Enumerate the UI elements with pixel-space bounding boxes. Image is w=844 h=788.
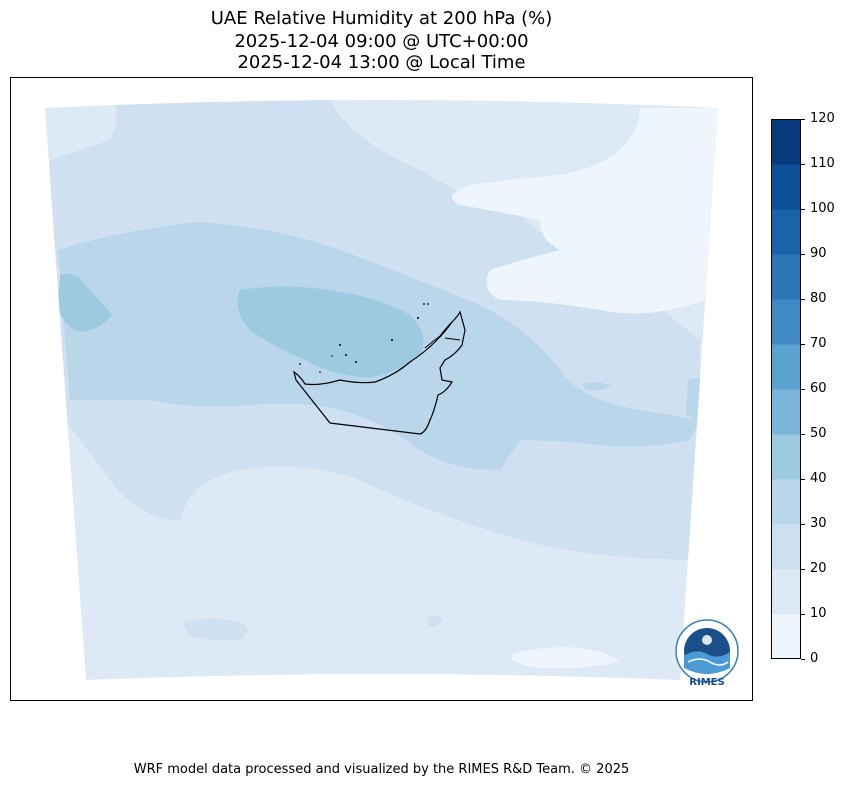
colorbar-segment — [771, 434, 801, 480]
colorbar-tick-mark — [801, 658, 805, 660]
humidity-band-20-30-south2 — [426, 615, 442, 627]
map-frame — [10, 77, 753, 701]
colorbar-segment — [771, 344, 801, 390]
humidity-band-40-50-west — [58, 273, 112, 332]
colorbar-segment — [771, 479, 801, 525]
colorbar-svg — [771, 119, 801, 660]
colorbar-tick-mark — [801, 568, 805, 570]
colorbar-tick-label: 30 — [810, 516, 827, 531]
colorbar-tick-mark — [801, 613, 805, 615]
footer-credit: WRF model data processed and visualized … — [133, 762, 630, 777]
colorbar-tick-label: 10 — [810, 606, 827, 621]
humidity-band-30-40-east — [582, 382, 612, 391]
colorbar-tick-mark — [801, 298, 805, 300]
colorbar-tick-mark — [801, 343, 805, 345]
valid-time-utc: 2025-12-04 09:00 @ UTC+00:00 — [234, 31, 529, 52]
colorbar-tick-label: 20 — [810, 561, 827, 576]
colorbar-segment — [771, 254, 801, 300]
colorbar-tick-label: 0 — [810, 651, 819, 666]
colorbar-tick-label: 60 — [810, 381, 827, 396]
colorbar-segment — [771, 569, 801, 615]
colorbar-tick-mark — [801, 478, 805, 480]
humidity-band-40-50 — [237, 286, 424, 378]
rimes-logo — [674, 618, 740, 690]
colorbar-tick-label: 80 — [810, 291, 827, 306]
colorbar-segment — [771, 299, 801, 345]
colorbar-segment — [771, 524, 801, 570]
colorbar-tick-mark — [801, 433, 805, 435]
colorbar-segment — [771, 209, 801, 255]
colorbar-tick-label: 90 — [810, 246, 827, 261]
colorbar-segment — [771, 389, 801, 435]
islands — [299, 303, 429, 373]
colorbar — [771, 119, 801, 660]
humidity-band-20-30-south — [182, 618, 248, 641]
colorbar-tick-label: 50 — [810, 426, 827, 441]
colorbar-tick-mark — [801, 118, 805, 120]
colorbar-segment — [771, 164, 801, 210]
oman-border — [424, 321, 461, 349]
colorbar-tick-mark — [801, 163, 805, 165]
colorbar-tick-label: 70 — [810, 336, 827, 351]
colorbar-tick-label: 110 — [810, 156, 835, 171]
valid-time-local: 2025-12-04 13:00 @ Local Time — [237, 52, 526, 73]
colorbar-tick-label: 100 — [810, 201, 835, 216]
colorbar-tick-label: 120 — [810, 111, 835, 126]
colorbar-tick-mark — [801, 388, 805, 390]
humidity-band-0-10-ne — [452, 108, 718, 314]
colorbar-tick-mark — [801, 253, 805, 255]
colorbar-tick-mark — [801, 523, 805, 525]
colorbar-segment — [771, 119, 801, 165]
chart-title: UAE Relative Humidity at 200 hPa (%) — [210, 8, 553, 29]
humidity-map — [45, 100, 718, 680]
rimes-logo-label: RIMES — [689, 677, 725, 688]
humidity-band-0-10-se — [510, 647, 620, 669]
colorbar-segment — [771, 614, 801, 660]
colorbar-border — [771, 119, 801, 659]
colorbar-tick-label: 40 — [810, 471, 827, 486]
humidity-band-30-40-far-east — [686, 378, 700, 420]
colorbar-tick-mark — [801, 208, 805, 210]
